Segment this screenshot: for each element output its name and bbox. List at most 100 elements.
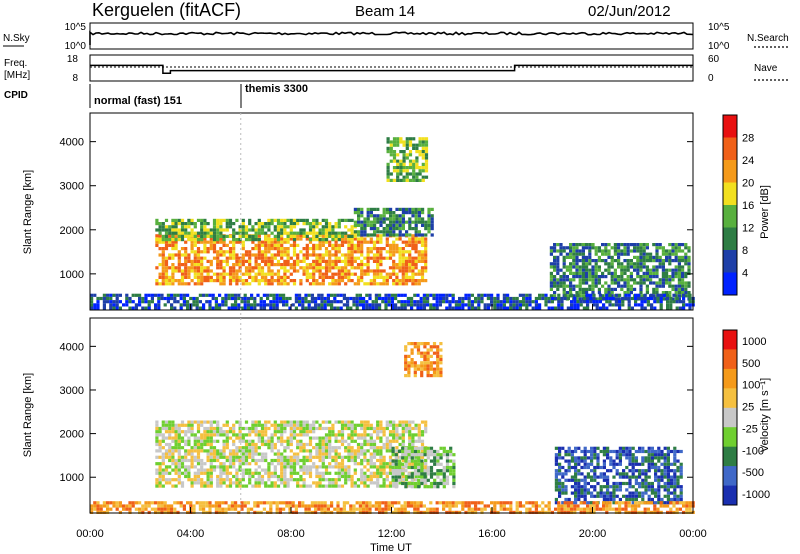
- data-cell: [324, 446, 329, 450]
- data-cell: [190, 423, 194, 427]
- data-cell: [570, 475, 574, 479]
- data-cell: [286, 256, 290, 260]
- data-cell: [296, 423, 300, 427]
- data-cell: [180, 430, 185, 434]
- data-cell: [190, 238, 194, 242]
- data-cell: [676, 485, 680, 489]
- data-cell: [588, 246, 592, 250]
- data-cell: [449, 469, 453, 473]
- data-cell: [655, 281, 659, 285]
- data-cell: [585, 268, 589, 272]
- data-cell: [161, 279, 165, 283]
- data-cell: [376, 247, 380, 251]
- data-cell: [216, 481, 220, 485]
- data-cell: [674, 294, 678, 298]
- data-cell: [411, 234, 415, 238]
- data-cell: [270, 439, 274, 443]
- data-cell: [634, 478, 638, 482]
- data-cell: [200, 228, 204, 232]
- data-cell: [219, 465, 223, 469]
- data-cell: [658, 284, 662, 288]
- data-cell: [257, 218, 261, 222]
- data-cell: [212, 465, 217, 469]
- data-cell: [334, 420, 338, 424]
- data-cell: [674, 271, 678, 275]
- data-cell: [225, 474, 229, 479]
- data-cell: [569, 243, 573, 247]
- data-cell: [617, 246, 621, 250]
- data-cell: [203, 471, 207, 475]
- data-cell: [122, 507, 126, 511]
- data-cell: [670, 478, 674, 482]
- data-cell: [376, 275, 380, 279]
- data-cell: [344, 269, 348, 273]
- data-cell: [408, 263, 412, 267]
- data-cell: [509, 300, 513, 304]
- data-cell: [222, 468, 226, 472]
- data-cell: [408, 462, 412, 466]
- data-cell: [246, 300, 250, 304]
- data-cell: [195, 296, 199, 301]
- data-cell: [424, 175, 429, 179]
- data-cell: [625, 475, 629, 479]
- data-cell: [385, 478, 389, 482]
- data-cell: [417, 436, 421, 440]
- data-cell: [340, 243, 345, 247]
- data-cell: [257, 269, 261, 273]
- data-cell: [406, 303, 410, 307]
- data-cell: [299, 228, 303, 232]
- data-cell: [248, 228, 252, 232]
- data-cell: [190, 462, 194, 466]
- data-cell: [280, 468, 284, 472]
- data-cell: [225, 250, 229, 254]
- data-cell: [190, 465, 194, 469]
- data-cell: [378, 303, 382, 307]
- data-cell: [570, 306, 574, 310]
- data-cell: [372, 430, 377, 434]
- data-cell: [232, 256, 236, 260]
- data-cell: [190, 458, 194, 463]
- data-cell: [386, 169, 390, 173]
- data-cell: [391, 478, 395, 482]
- data-cell: [668, 275, 672, 279]
- data-cell: [318, 458, 322, 463]
- data-cell: [502, 300, 506, 304]
- data-cell: [270, 275, 274, 279]
- data-cell: [429, 354, 433, 358]
- data-cell: [560, 306, 564, 310]
- data-cell: [639, 246, 643, 250]
- data-cell: [413, 361, 417, 365]
- data-cell: [228, 222, 233, 226]
- data-cell: [193, 420, 197, 424]
- data-cell: [636, 243, 640, 247]
- data-cell: [565, 246, 569, 250]
- data-cell: [184, 433, 188, 437]
- data-cell: [155, 282, 159, 286]
- data-cell: [235, 436, 239, 440]
- data-cell: [238, 231, 242, 235]
- data-cell: [203, 426, 207, 431]
- data-cell: [283, 279, 287, 283]
- data-cell: [360, 223, 364, 227]
- data-cell: [305, 243, 309, 247]
- data-cell: [260, 228, 265, 232]
- data-cell: [640, 296, 644, 301]
- data-cell: [561, 488, 565, 492]
- data-cell: [394, 296, 398, 301]
- data-cell: [273, 263, 277, 267]
- data-cell: [232, 452, 236, 456]
- data-cell: [561, 491, 565, 495]
- data-cell: [208, 303, 212, 307]
- data-cell: [541, 293, 545, 297]
- data-cell: [673, 446, 677, 450]
- data-cell: [225, 446, 229, 450]
- data-cell: [251, 455, 255, 459]
- data-cell: [292, 253, 297, 257]
- data-cell: [248, 266, 252, 270]
- data-cell: [334, 247, 338, 251]
- data-cell: [385, 462, 389, 466]
- data-cell: [415, 146, 419, 150]
- data-cell: [222, 478, 226, 482]
- data-cell: [292, 452, 297, 456]
- data-cell: [225, 272, 229, 276]
